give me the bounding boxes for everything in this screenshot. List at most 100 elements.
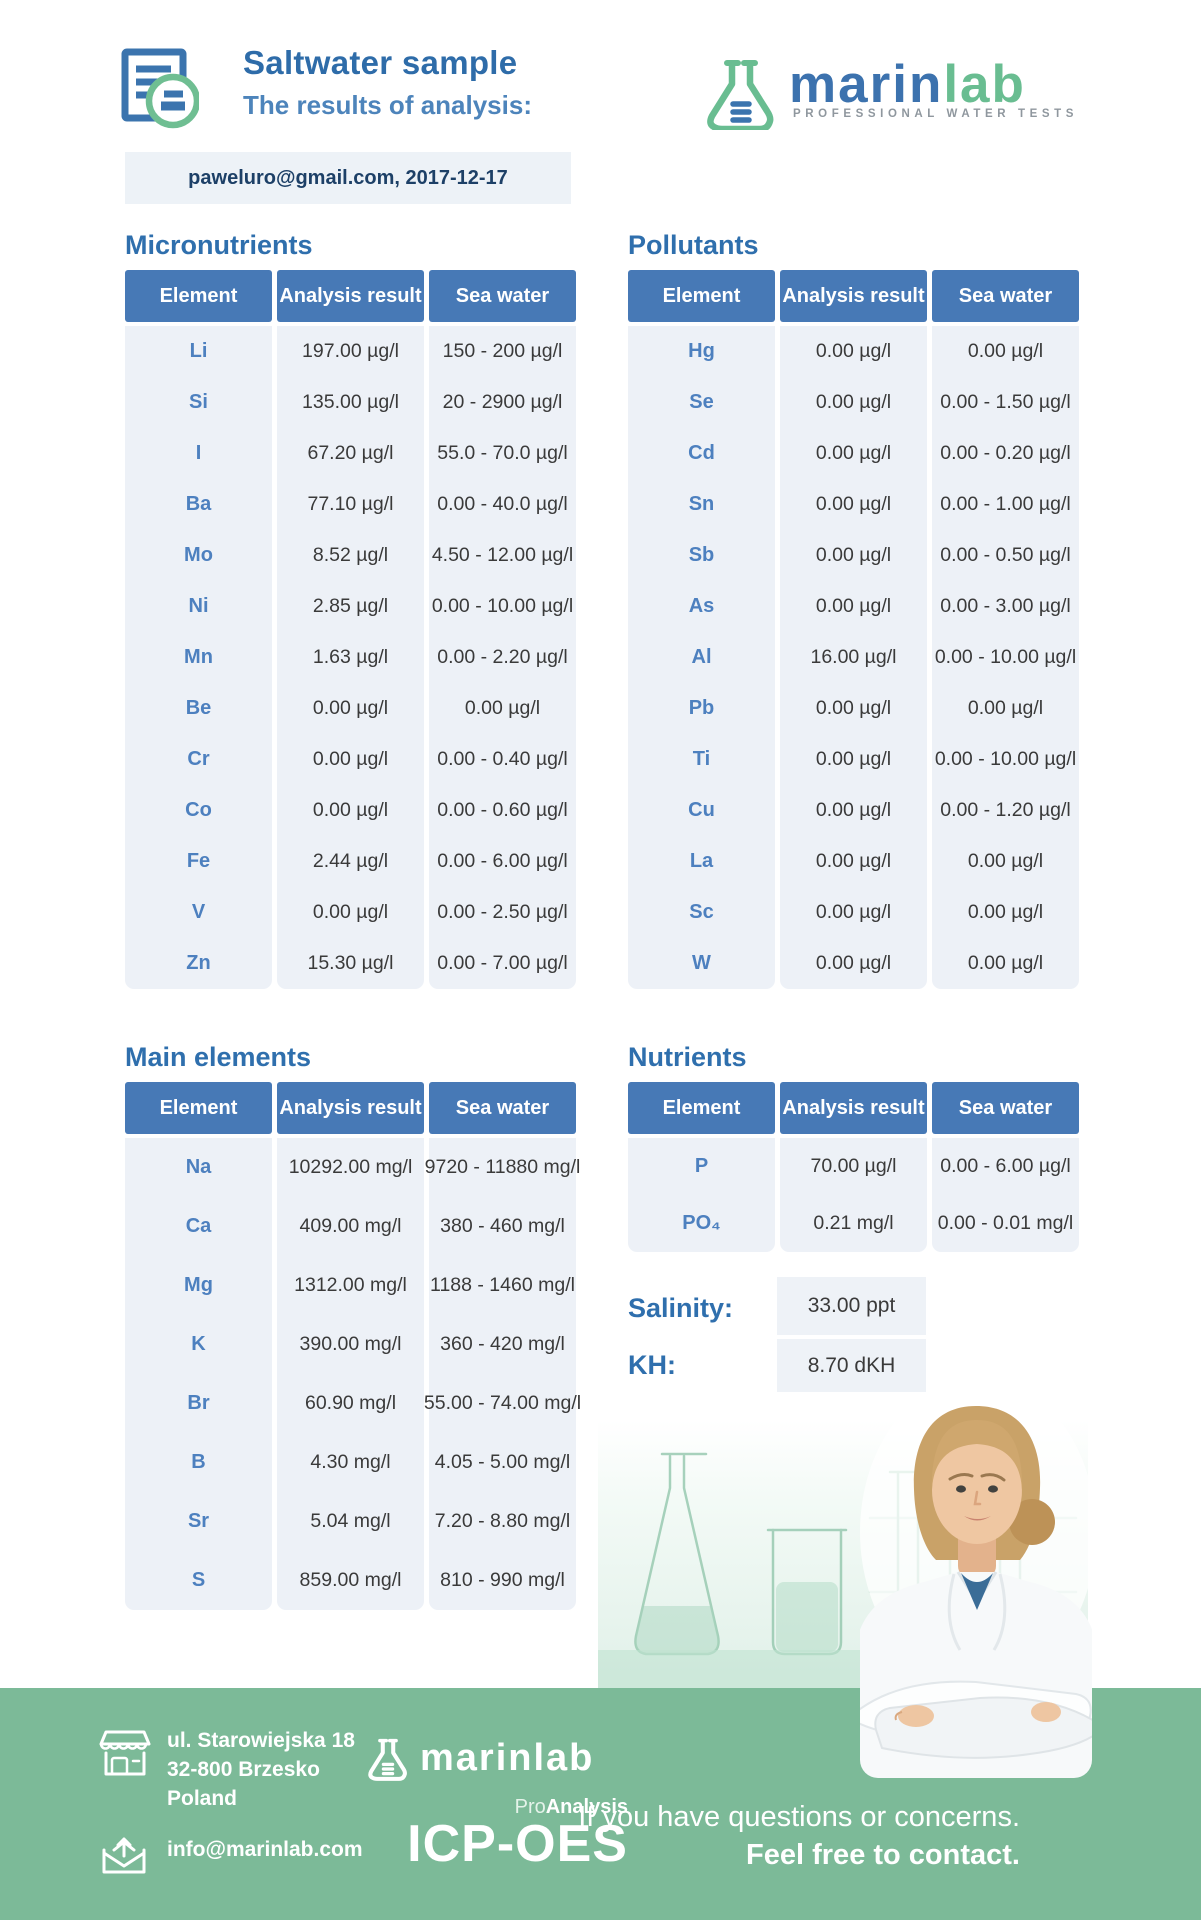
salinity-value: 33.00 ppt bbox=[777, 1277, 926, 1335]
table-column: Sea water 150 - 200 µg/l 20 - 2900 µg/l 55.… bbox=[429, 270, 576, 989]
table-column-body: 150 - 200 µg/l 20 - 2900 µg/l 55.0 - 70.0 … bbox=[429, 326, 576, 989]
column-header: Analysis result bbox=[780, 270, 927, 322]
analysis-result-cell: 0.00 µg/l bbox=[815, 799, 892, 821]
sea-water-cell: 0.00 µg/l bbox=[967, 850, 1044, 872]
sea-water-cell: 4.05 - 5.00 mg/l bbox=[434, 1451, 571, 1473]
kh-label: KH: bbox=[628, 1350, 676, 1380]
analysis-result-cell: 0.00 µg/l bbox=[312, 799, 389, 821]
element-cell: Zn bbox=[186, 952, 211, 974]
sea-water-cell: 0.00 - 10.00 µg/l bbox=[934, 646, 1077, 668]
column-header: Sea water bbox=[429, 1082, 576, 1134]
element-cell: Cu bbox=[688, 799, 715, 821]
element-cell: As bbox=[688, 595, 715, 617]
analysis-result-cell: 390.00 mg/l bbox=[299, 1333, 402, 1355]
micronutrients-table: Element Li Si I Ba Mo Ni Mn Be Cr Co Fe V Zn Analysis … bbox=[125, 270, 576, 989]
table-column: Element P PO₄ bbox=[628, 1082, 775, 1252]
sea-water-cell: 0.00 - 2.50 µg/l bbox=[437, 901, 568, 923]
analysis-result-cell: 859.00 mg/l bbox=[299, 1569, 402, 1591]
element-cell: Co bbox=[185, 799, 212, 821]
address-line: Poland bbox=[167, 1787, 238, 1810]
column-header: Element bbox=[125, 270, 272, 322]
element-cell: Li bbox=[189, 340, 208, 362]
sea-water-cell: 150 - 200 µg/l bbox=[442, 340, 563, 362]
document-icon bbox=[121, 48, 199, 130]
program-name: ProAnalysis bbox=[514, 1796, 628, 1818]
sea-water-cell: 0.00 - 0.60 µg/l bbox=[437, 799, 568, 821]
footer-brand-name: marinlab bbox=[420, 1737, 595, 1779]
element-cell: Hg bbox=[688, 340, 715, 362]
column-header: Analysis result bbox=[780, 1082, 927, 1134]
element-cell: PO₄ bbox=[682, 1212, 721, 1234]
table-column-body: 9720 - 11880 mg/l 380 - 460 mg/l 1188 - 14… bbox=[424, 1138, 581, 1610]
address-line: ul. Starowiejska 18 bbox=[167, 1729, 355, 1752]
lab-technician-photo bbox=[860, 1382, 1092, 1778]
page-title: Saltwater sample bbox=[243, 44, 518, 81]
analysis-result-cell: 0.21 mg/l bbox=[813, 1212, 894, 1234]
element-cell: Al bbox=[691, 646, 712, 668]
sea-water-cell: 0.00 µg/l bbox=[967, 952, 1044, 974]
table-column-body: Hg Se Cd Sn Sb As Al Pb Ti Cu La Sc W bbox=[628, 326, 775, 989]
analysis-result-cell: 1.63 µg/l bbox=[312, 646, 389, 668]
column-header: Element bbox=[628, 270, 775, 322]
column-header: Element bbox=[628, 1082, 775, 1134]
analysis-result-cell: 0.00 µg/l bbox=[815, 544, 892, 566]
sea-water-cell: 0.00 µg/l bbox=[967, 340, 1044, 362]
sea-water-cell: 0.00 - 0.50 µg/l bbox=[940, 544, 1071, 566]
address-line: 32-800 Brzesko bbox=[167, 1758, 320, 1781]
table-column-body: 70.00 µg/l 0.21 mg/l bbox=[780, 1138, 927, 1252]
table-column: Sea water 9720 - 11880 mg/l 380 - 460 mg/l… bbox=[424, 1082, 581, 1610]
analysis-result-cell: 0.00 µg/l bbox=[815, 442, 892, 464]
contact-message: If you have questions or concerns. Feel … bbox=[578, 1798, 1020, 1874]
analysis-result-cell: 0.00 µg/l bbox=[312, 901, 389, 923]
element-cell: Sr bbox=[187, 1510, 210, 1532]
element-cell: Ca bbox=[185, 1215, 212, 1237]
sea-water-cell: 0.00 - 1.00 µg/l bbox=[940, 493, 1071, 515]
table-column-body: 0.00 µg/l 0.00 - 1.50 µg/l 0.00 - 0.20 µg/… bbox=[932, 326, 1079, 989]
sea-water-cell: 0.00 - 0.01 mg/l bbox=[937, 1212, 1074, 1234]
sea-water-cell: 380 - 460 mg/l bbox=[440, 1215, 565, 1237]
sea-water-cell: 0.00 - 6.00 µg/l bbox=[437, 850, 568, 872]
element-cell: Br bbox=[187, 1392, 210, 1414]
nutrients-table: Element P PO₄ Analysis result 70.00 µg/l 0.21… bbox=[628, 1082, 1079, 1252]
method-name: ICP-OES bbox=[407, 1815, 628, 1873]
element-cell: V bbox=[191, 901, 206, 923]
footer-email-link[interactable]: info@marinlab.com bbox=[167, 1838, 363, 1861]
sea-water-cell: 0.00 µg/l bbox=[464, 697, 541, 719]
table-column: Sea water 0.00 - 6.00 µg/l 0.00 - 0.01 mg/… bbox=[932, 1082, 1079, 1252]
main-elements-table: Element Na Ca Mg K Br B Sr S Analysis result 10292… bbox=[125, 1082, 581, 1610]
woman-illustration bbox=[860, 1382, 1092, 1778]
salinity-label: Salinity: bbox=[628, 1293, 734, 1323]
sea-water-cell: 0.00 - 1.20 µg/l bbox=[940, 799, 1071, 821]
mail-icon bbox=[100, 1832, 148, 1876]
store-icon bbox=[98, 1728, 152, 1778]
analysis-result-cell: 16.00 µg/l bbox=[810, 646, 897, 668]
analysis-result-cell: 135.00 µg/l bbox=[302, 391, 399, 413]
analysis-result-cell: 2.44 µg/l bbox=[312, 850, 389, 872]
table-column-body: 10292.00 mg/l 409.00 mg/l 1312.00 mg/l 390.… bbox=[277, 1138, 424, 1610]
sea-water-cell: 0.00 - 10.00 µg/l bbox=[431, 595, 574, 617]
analysis-result-cell: 0.00 µg/l bbox=[815, 595, 892, 617]
analysis-result-cell: 1312.00 mg/l bbox=[294, 1274, 407, 1296]
element-cell: K bbox=[191, 1333, 206, 1355]
flask-icon bbox=[703, 56, 779, 130]
element-cell: Mn bbox=[184, 646, 213, 668]
element-cell: Sn bbox=[688, 493, 715, 515]
kh-value: 8.70 dKH bbox=[777, 1339, 926, 1392]
analysis-result-cell: 8.52 µg/l bbox=[312, 544, 389, 566]
section-title-pollutants: Pollutants bbox=[628, 230, 759, 260]
sea-water-cell: 0.00 - 40.0 µg/l bbox=[437, 493, 568, 515]
element-cell: Mo bbox=[184, 544, 213, 566]
sea-water-cell: 360 - 420 mg/l bbox=[440, 1333, 565, 1355]
element-cell: Se bbox=[689, 391, 714, 413]
sea-water-cell: 0.00 - 10.00 µg/l bbox=[934, 748, 1077, 770]
sea-water-cell: 9720 - 11880 mg/l bbox=[424, 1156, 581, 1178]
sample-meta: paweluro@gmail.com, 2017-12-17 bbox=[188, 166, 508, 189]
sea-water-cell: 0.00 µg/l bbox=[967, 697, 1044, 719]
meta-bar: paweluro@gmail.com, 2017-12-17 bbox=[125, 152, 571, 204]
column-header: Sea water bbox=[932, 270, 1079, 322]
element-cell: Sc bbox=[689, 901, 714, 923]
table-column-body: 197.00 µg/l 135.00 µg/l 67.20 µg/l 77.10 µg… bbox=[277, 326, 424, 989]
brand-logo: marinlab PROFESSIONAL WATER TESTS bbox=[703, 56, 1093, 130]
table-column: Element Hg Se Cd Sn Sb As Al Pb Ti Cu La Sc W bbox=[628, 270, 775, 989]
table-column-body: 0.00 µg/l 0.00 µg/l 0.00 µg/l 0.00 µg/l 0.00… bbox=[780, 326, 927, 989]
